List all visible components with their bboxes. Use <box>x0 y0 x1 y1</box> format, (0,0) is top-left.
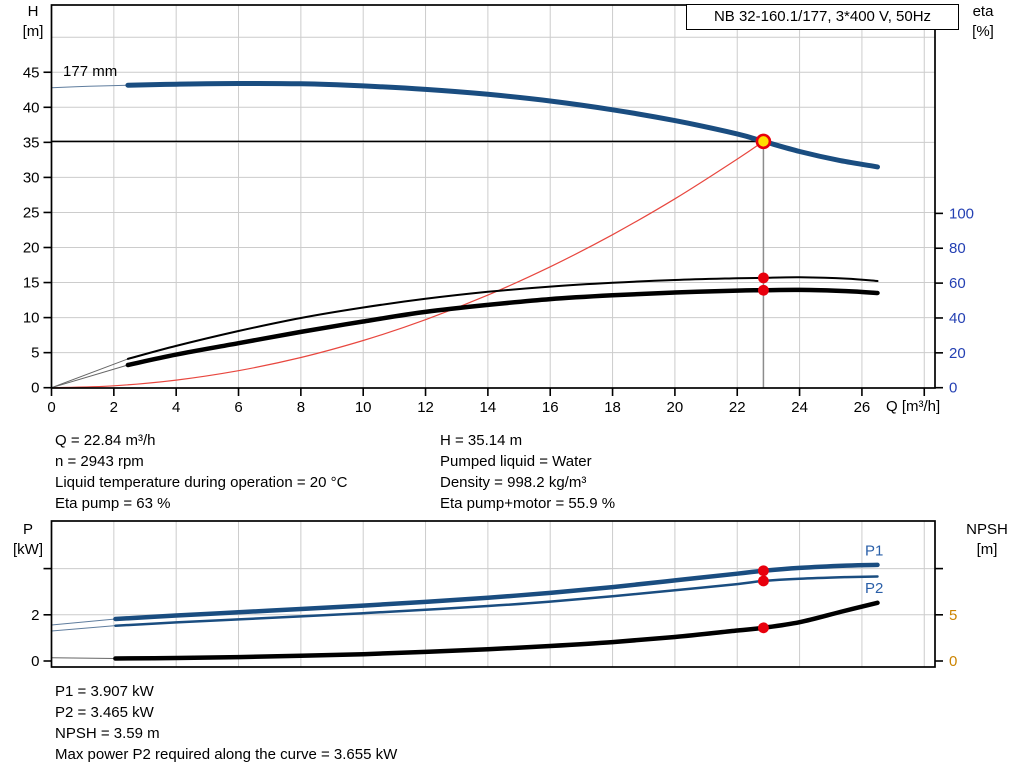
info-line: NPSH = 3.59 m <box>55 725 160 742</box>
operating-point-dot <box>758 272 769 284</box>
svg-text:2: 2 <box>110 399 118 416</box>
duty-point-marker[interactable] <box>755 133 772 150</box>
svg-text:12: 12 <box>417 399 434 416</box>
svg-text:0: 0 <box>31 653 39 670</box>
svg-text:15: 15 <box>23 275 40 292</box>
svg-text:60: 60 <box>949 275 966 292</box>
plot-frame <box>50 4 936 389</box>
svg-text:5: 5 <box>31 345 39 362</box>
svg-text:14: 14 <box>480 399 497 416</box>
svg-text:4: 4 <box>172 399 180 416</box>
curve-eta-pump-motor <box>125 287 880 368</box>
svg-text:0: 0 <box>949 380 957 397</box>
svg-text:35: 35 <box>23 134 40 151</box>
curve-eta-pump-motor-lead-in <box>51 364 129 389</box>
svg-text:0: 0 <box>31 380 39 397</box>
svg-text:2: 2 <box>31 607 39 624</box>
p-axis-label-symbol: P <box>22 521 33 538</box>
power-npsh-chart: 0 2 0 5 P1 P2 <box>31 520 957 670</box>
curve-eta-pump <box>126 276 879 360</box>
pump-title-box: NB 32-160.1/177, 3*400 V, 50Hz <box>686 4 959 30</box>
eta-axis-label: eta [%] <box>961 2 1005 42</box>
curve-head-177mm <box>125 80 880 170</box>
info-line: P2 = 3.465 kW <box>55 704 154 721</box>
svg-text:80: 80 <box>949 240 966 257</box>
svg-text:16: 16 <box>542 399 559 416</box>
h-axis-label-unit: [m] <box>22 23 44 40</box>
svg-text:20: 20 <box>667 399 684 416</box>
grid-lines <box>51 521 935 667</box>
grid-lines <box>51 5 935 388</box>
svg-text:40: 40 <box>23 99 40 116</box>
curve-p2-lead-in <box>51 625 116 632</box>
info-line: P1 = 3.907 kW <box>55 683 154 700</box>
info-line: Eta pump+motor = 55.9 % <box>440 495 616 512</box>
eta-axis-label-unit: [%] <box>972 23 994 40</box>
svg-text:5: 5 <box>949 607 957 624</box>
svg-text:20: 20 <box>23 240 40 257</box>
npsh-axis-label: NPSH [m] <box>958 520 1016 560</box>
operating-point-dot <box>758 565 769 577</box>
info-line: Q = 22.84 m³/h <box>55 432 156 449</box>
svg-text:30: 30 <box>23 169 40 186</box>
eta-axis-label-symbol: eta <box>972 3 994 20</box>
svg-text:45: 45 <box>23 64 40 81</box>
h-axis-label-symbol: H <box>27 3 39 20</box>
svg-text:10: 10 <box>355 399 372 416</box>
npsh-axis-label-symbol: NPSH <box>966 521 1008 538</box>
curve-head-lead-in <box>51 84 129 89</box>
p-axis-label-unit: [kW] <box>13 541 43 558</box>
svg-text:22: 22 <box>729 399 746 416</box>
svg-text:24: 24 <box>791 399 808 416</box>
svg-text:40: 40 <box>949 310 966 327</box>
annotation-p1: P1 <box>865 543 883 560</box>
svg-text:0: 0 <box>47 399 55 416</box>
curve-npsh <box>113 600 880 661</box>
curve-p2-power <box>114 575 879 627</box>
h-axis-label: H [m] <box>14 2 52 42</box>
info-line: Density = 998.2 kg/m³ <box>440 474 587 491</box>
svg-text:8: 8 <box>297 399 305 416</box>
info-line: n = 2943 rpm <box>55 453 144 470</box>
info-line: Eta pump = 63 % <box>55 495 171 512</box>
svg-text:100: 100 <box>949 205 974 222</box>
power-info: P1 = 3.907 kW P2 = 3.465 kW NPSH = 3.59 m M… <box>55 681 397 765</box>
svg-text:18: 18 <box>604 399 621 416</box>
operating-point-dot <box>758 284 769 296</box>
curve-p1-power <box>113 562 880 622</box>
duty-info-left: Q = 22.84 m³/h n = 2943 rpm Liquid tempera… <box>55 430 347 514</box>
duty-info-right: H = 35.14 m Pumped liquid = Water Density … <box>440 430 615 514</box>
svg-text:10: 10 <box>23 310 40 327</box>
curve-p1-lead-in <box>51 618 116 626</box>
curve-npsh-lead-in <box>51 657 116 660</box>
p-axis-label: P [kW] <box>6 520 50 560</box>
plot-frame <box>50 520 936 668</box>
operating-point-dot <box>758 622 769 634</box>
info-line: H = 35.14 m <box>440 432 523 449</box>
axis-ticks: 0 2 0 5 <box>31 567 957 670</box>
svg-text:6: 6 <box>234 399 242 416</box>
annotation-p2: P2 <box>865 580 883 597</box>
info-line: Pumped liquid = Water <box>440 453 592 470</box>
svg-text:0: 0 <box>949 653 957 670</box>
info-line: Liquid temperature during operation = 20… <box>55 474 348 491</box>
svg-text:20: 20 <box>949 345 966 362</box>
curve-eta-pump-lead-in <box>51 358 129 389</box>
operating-point-dot <box>758 575 769 587</box>
svg-text:25: 25 <box>23 204 40 221</box>
q-axis-unit-label: Q [m³/h] <box>886 398 941 415</box>
svg-text:26: 26 <box>854 399 871 416</box>
npsh-axis-label-unit: [m] <box>976 541 998 558</box>
info-line: Max power P2 required along the curve = … <box>55 746 398 763</box>
curve-system-curve <box>50 140 764 389</box>
annotation-177-mm: 177 mm <box>63 63 117 80</box>
